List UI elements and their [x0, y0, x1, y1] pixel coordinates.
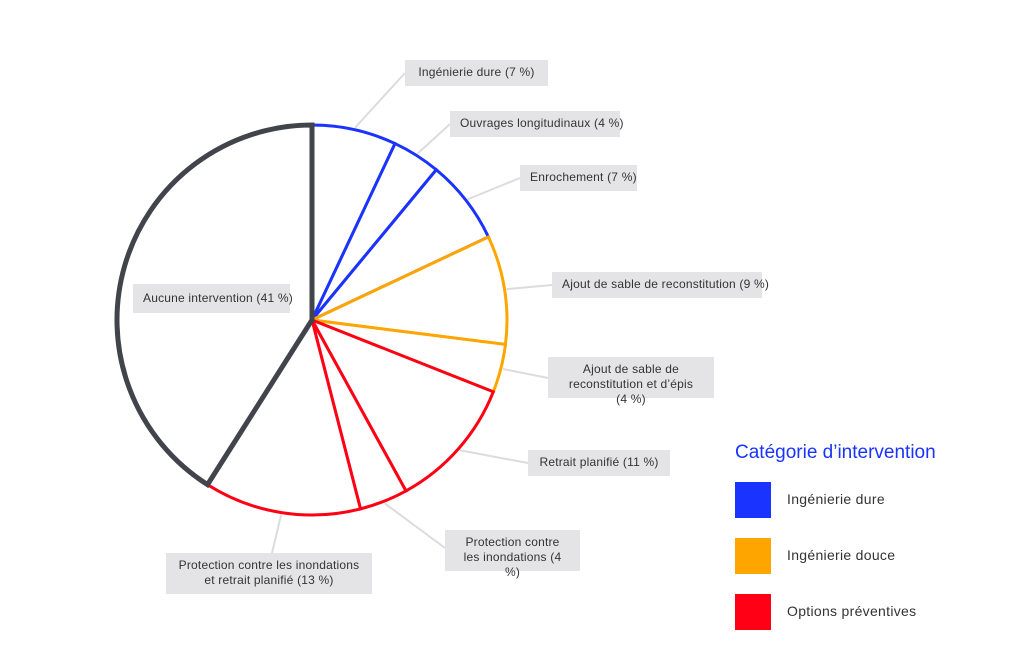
slice-label-ajout-sable-epis: Ajout de sable de reconstitution et d’ép…	[548, 357, 714, 406]
leader-line	[383, 502, 446, 549]
pie-slice	[205, 316, 363, 517]
leader-line	[416, 123, 451, 155]
legend-title: Catégorie d’intervention	[735, 442, 936, 463]
pie-slices	[114, 122, 509, 517]
legend-label-soft: Ingénierie douce	[787, 547, 896, 563]
leader-line	[506, 284, 553, 291]
leader-line	[354, 72, 406, 129]
slice-label-retrait-planifie: Retrait planifié (11 %)	[528, 450, 670, 476]
slice-label-aucune-intervention: Aucune intervention (41 %)	[133, 284, 293, 313]
legend-swatch-preventive	[735, 594, 771, 630]
legend-swatch-hard	[735, 482, 771, 518]
leader-line	[459, 449, 529, 464]
slice-label-ingenierie-dure: Ingénierie dure (7 %)	[405, 60, 548, 86]
leader-lines	[271, 72, 553, 554]
leader-line	[502, 368, 549, 379]
leader-line	[467, 177, 521, 201]
pie-slice	[306, 234, 509, 347]
slice-label-protection-inondations: Protection contre les inondations (4 %)	[445, 530, 580, 579]
legend-label-preventive: Options préventives	[787, 603, 917, 619]
slice-label-enrochement: Enrochement (7 %)	[520, 165, 637, 191]
slice-label-ouvrages-longitudinaux: Ouvrages longitudinaux (4 %)	[450, 111, 623, 137]
legend-swatch-soft	[735, 538, 771, 574]
pie-slice	[308, 317, 496, 493]
slice-label-protection-retrait: Protection contre les inondations et ret…	[166, 553, 372, 594]
leader-line	[271, 514, 283, 554]
legend-label-hard: Ingénierie dure	[787, 491, 885, 507]
slice-label-ajout-sable: Ajout de sable de reconstitution (9 %)	[552, 272, 769, 298]
